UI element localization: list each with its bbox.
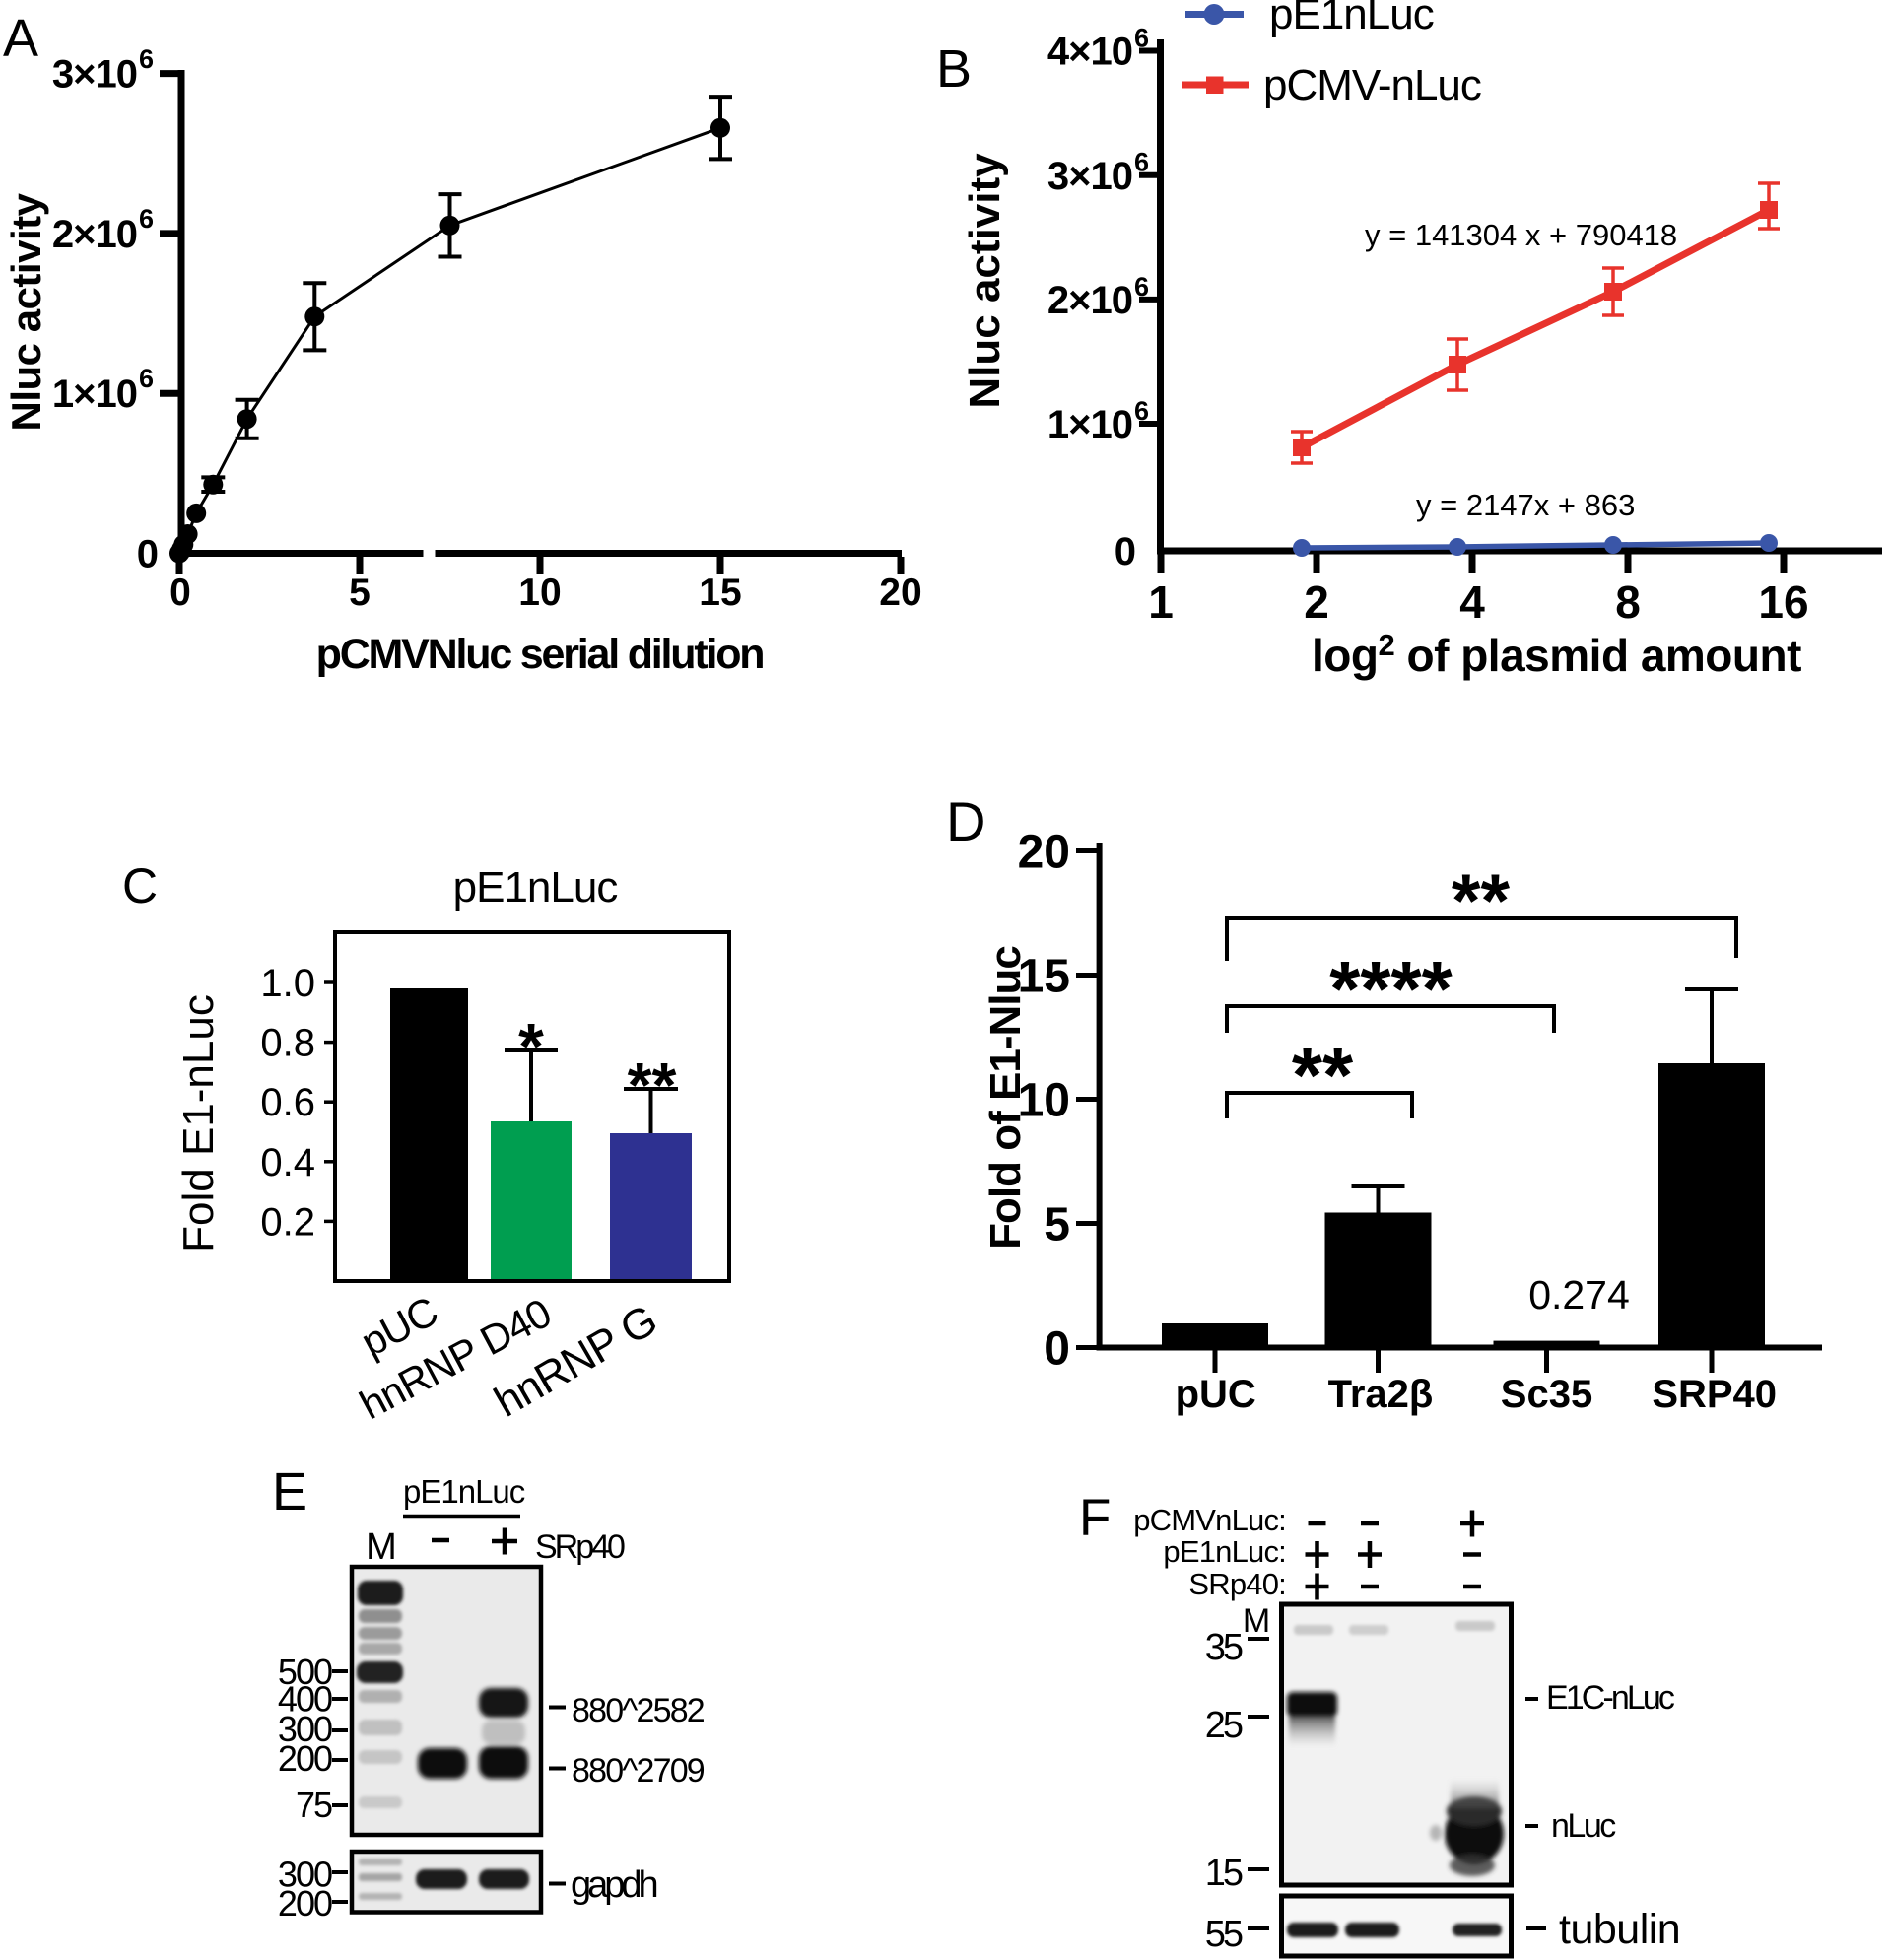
svg-text:E: E [272,1462,307,1521]
svg-text:nLuc: nLuc [1551,1807,1616,1845]
svg-text:Tra2β: Tra2β [1328,1373,1434,1416]
svg-text:6: 6 [1134,396,1149,426]
svg-text:Nluc activity: Nluc activity [961,153,1009,409]
svg-text:15: 15 [1205,1853,1243,1894]
svg-text:0: 0 [169,572,191,614]
svg-text:6: 6 [1134,148,1149,177]
svg-text:**: ** [1452,859,1511,943]
svg-text:3×10: 3×10 [52,53,137,97]
svg-text:35: 35 [1205,1627,1243,1668]
svg-text:Fold of E1-Nluc: Fold of E1-Nluc [981,946,1030,1250]
svg-text:2×10: 2×10 [52,213,137,256]
svg-text:**: ** [628,1049,677,1120]
svg-text:300: 300 [278,1855,332,1895]
svg-text:pCMV-nLuc: pCMV-nLuc [1263,61,1481,109]
svg-text:M: M [1243,1602,1270,1640]
svg-text:300: 300 [278,1709,332,1749]
svg-text:3×10: 3×10 [1047,155,1132,198]
svg-text:0.8: 0.8 [260,1022,315,1065]
svg-text:B: B [936,39,972,99]
svg-text:880^2709: 880^2709 [572,1752,705,1790]
svg-text:E1C-nLuc: E1C-nLuc [1546,1679,1675,1717]
svg-text:SRP40: SRP40 [1652,1373,1777,1416]
svg-text:25: 25 [1205,1705,1243,1746]
svg-text:6: 6 [139,204,154,234]
svg-text:A: A [3,9,38,68]
svg-text:pCMVnLuc:: pCMVnLuc: [1133,1503,1286,1537]
svg-text:0.2: 0.2 [260,1200,315,1244]
svg-text:pE1nLuc: pE1nLuc [1269,0,1434,38]
svg-text:gapdh: gapdh [571,1864,657,1906]
svg-text:15: 15 [699,572,741,614]
svg-text:10: 10 [518,572,561,614]
svg-text:1: 1 [1148,576,1174,628]
svg-text:200: 200 [278,1738,332,1779]
svg-text:Fold E1-nLuc: Fold E1-nLuc [174,994,223,1252]
svg-text:1×10: 1×10 [1047,403,1132,446]
svg-text:400: 400 [278,1679,332,1720]
svg-text:500: 500 [278,1652,332,1692]
svg-text:pE1nLuc: pE1nLuc [403,1473,525,1510]
svg-text:**: ** [1292,1032,1354,1119]
svg-text:C: C [122,858,158,913]
svg-text:0.4: 0.4 [260,1141,315,1184]
svg-text:pE1nLuc:: pE1nLuc: [1163,1534,1286,1569]
svg-text:20: 20 [879,572,921,614]
svg-text:6: 6 [1134,272,1149,302]
svg-text:55: 55 [1205,1914,1243,1955]
svg-text:F: F [1079,1489,1111,1547]
svg-text:0.274: 0.274 [1528,1272,1630,1318]
svg-text:6: 6 [139,44,154,74]
svg-text:5: 5 [1044,1199,1070,1251]
svg-text:15: 15 [1018,951,1070,1003]
svg-text:880^2582: 880^2582 [572,1692,705,1729]
svg-text:2: 2 [1304,576,1329,628]
svg-text:4×10: 4×10 [1047,31,1132,74]
svg-text:6: 6 [1134,24,1149,53]
svg-text:Sc35: Sc35 [1501,1373,1592,1416]
svg-text:6: 6 [139,364,154,393]
svg-text:pCMVNluc serial dilution: pCMVNluc serial dilution [316,631,764,678]
svg-text:y = 2147x + 863: y = 2147x + 863 [1416,488,1635,522]
svg-text:16: 16 [1758,576,1808,628]
svg-text:0: 0 [1044,1323,1070,1376]
svg-text:2×10: 2×10 [1047,279,1132,322]
svg-text:D: D [946,790,985,852]
svg-text:10: 10 [1018,1075,1070,1127]
svg-text:0.6: 0.6 [260,1081,315,1124]
svg-text:0: 0 [137,533,158,576]
svg-text:pUC: pUC [1176,1373,1256,1416]
svg-text:SRp40:: SRp40: [1188,1567,1286,1601]
svg-text:75: 75 [296,1785,332,1825]
svg-text:1×10: 1×10 [52,372,137,416]
svg-text:0: 0 [1115,530,1135,574]
svg-text:M: M [366,1526,397,1568]
svg-text:5: 5 [349,572,371,614]
svg-text:200: 200 [278,1883,332,1924]
svg-text:Nluc activity: Nluc activity [3,192,49,431]
svg-text:20: 20 [1018,827,1070,879]
svg-text:pE1nLuc: pE1nLuc [453,863,618,912]
svg-text:tubulin: tubulin [1559,1906,1680,1953]
svg-text:4: 4 [1459,576,1485,628]
svg-text:y = 141304 x + 790418: y = 141304 x + 790418 [1365,218,1677,252]
svg-text:*: * [518,1010,544,1083]
svg-text:SRp40: SRp40 [535,1528,625,1566]
svg-text:8: 8 [1615,576,1641,628]
svg-text:1.0: 1.0 [260,962,315,1005]
svg-text:****: **** [1329,945,1453,1033]
